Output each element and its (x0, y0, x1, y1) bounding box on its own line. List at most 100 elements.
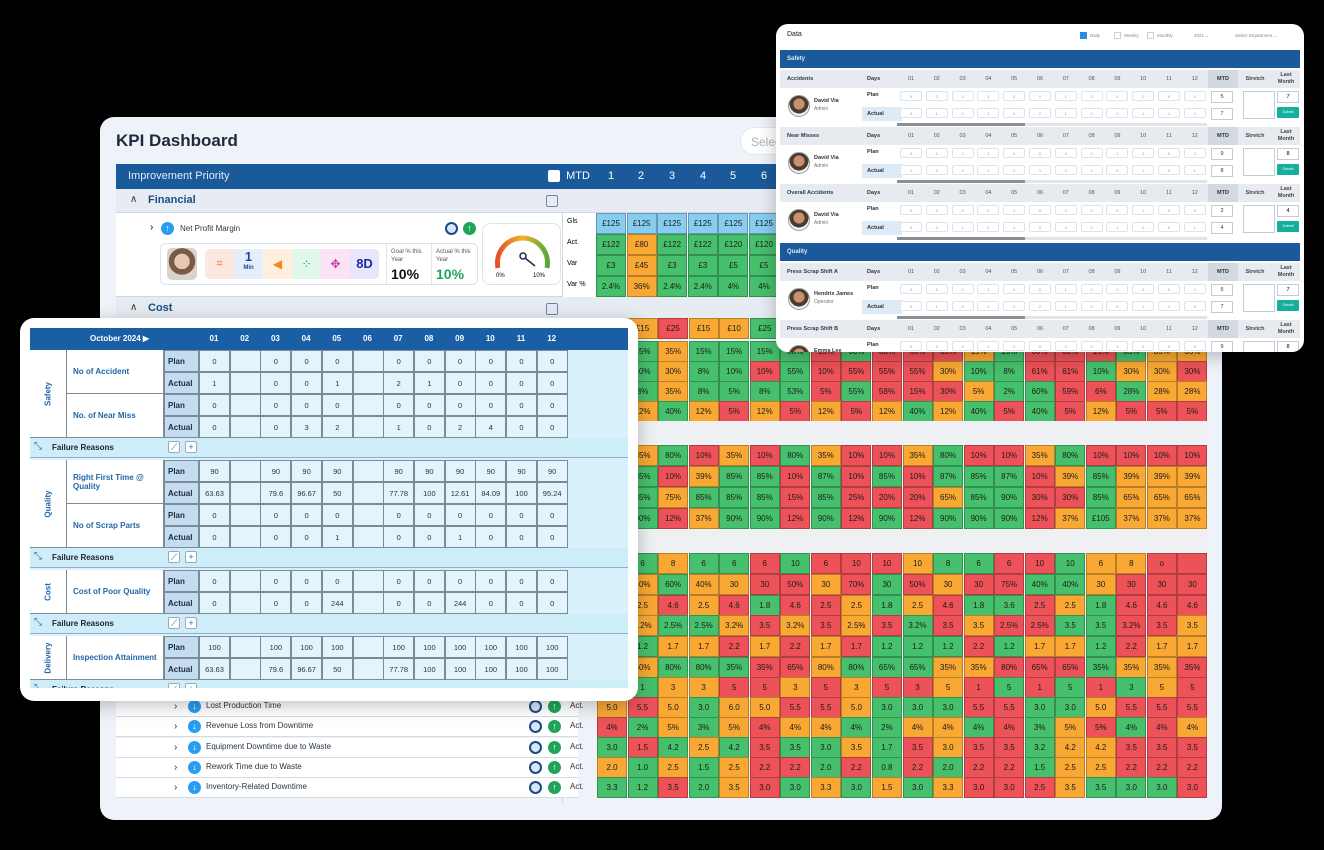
actual-cell[interactable] (229, 416, 261, 438)
actual-cell[interactable]: 244 (321, 592, 353, 614)
chevron-right-icon[interactable]: › (174, 741, 178, 753)
gauge-icon[interactable] (529, 760, 542, 774)
plan-input[interactable]: 0 (900, 148, 922, 158)
actual-cell[interactable]: 4 (475, 416, 507, 438)
expand-icon[interactable] (546, 303, 558, 315)
plan-input[interactable]: 0 (925, 341, 948, 351)
plan-input[interactable]: 0 (1080, 205, 1103, 215)
failure-reasons-row[interactable]: ⤡ Failure Reasons ⟋ + (30, 614, 628, 634)
plan-input[interactable]: 0 (1080, 91, 1103, 101)
plan-input[interactable]: 0 (1158, 205, 1180, 215)
month-label[interactable]: October 2024 ▶ (90, 334, 150, 343)
actual-cell[interactable]: 1 (321, 526, 353, 548)
horizontal-scrollbar[interactable] (897, 180, 1207, 183)
actual-input[interactable]: 1 (977, 165, 1000, 175)
actual-cell[interactable]: 0 (536, 526, 568, 548)
horizontal-scrollbar[interactable] (897, 237, 1207, 240)
plan-cell[interactable] (229, 394, 261, 416)
plan-cell[interactable]: 0 (444, 350, 476, 372)
kpi-row[interactable]: › ↓ Equipment Downtime due to Waste ↑ Act. (116, 737, 584, 758)
actual-cell[interactable]: 12.61 (444, 482, 476, 504)
actual-input[interactable]: 1 (1183, 222, 1206, 232)
mtd-actual-input[interactable]: 8 (1211, 165, 1233, 177)
plan-input[interactable]: 1 (977, 284, 1000, 294)
actual-cell[interactable]: 50 (321, 658, 353, 680)
expand-arrows-icon[interactable]: ⤡ (34, 441, 42, 452)
actual-cell[interactable]: 0 (291, 526, 323, 548)
plan-cell[interactable]: 0 (475, 570, 507, 592)
trend-up-icon[interactable]: ↑ (548, 760, 561, 774)
plan-input[interactable]: 0 (1158, 341, 1180, 351)
plan-input[interactable]: 0 (900, 91, 922, 101)
plan-input[interactable]: 0 (1080, 341, 1103, 351)
plan-cell[interactable] (352, 636, 384, 658)
plan-cell[interactable]: 0 (291, 350, 323, 372)
plan-input[interactable]: 0 (951, 284, 974, 294)
plan-cell[interactable]: 0 (506, 394, 537, 416)
plan-cell[interactable] (352, 350, 384, 372)
plan-cell[interactable]: 0 (413, 570, 445, 592)
mtd-actual-input[interactable]: 4 (1211, 222, 1233, 234)
chevron-right-icon[interactable]: › (174, 701, 178, 712)
actual-cell[interactable]: 1 (321, 372, 353, 394)
plan-input[interactable]: 3 (1183, 148, 1206, 158)
plan-input[interactable]: 0 (900, 205, 922, 215)
plan-cell[interactable]: 0 (260, 504, 292, 526)
plan-cell[interactable]: 0 (413, 350, 445, 372)
actual-cell[interactable]: 0 (506, 372, 537, 394)
actual-input[interactable]: 0 (900, 108, 922, 118)
actual-cell[interactable]: 0 (413, 526, 445, 548)
plan-input[interactable]: 1 (1132, 205, 1155, 215)
actual-cell[interactable] (229, 372, 261, 394)
plan-input[interactable]: 2 (951, 341, 974, 351)
plan-cell[interactable]: 0 (413, 394, 445, 416)
actual-input[interactable]: 1 (900, 165, 922, 175)
expand-arrows-icon[interactable]: ⤡ (34, 617, 42, 628)
plan-cell[interactable]: 0 (444, 504, 476, 526)
actual-input[interactable]: 0 (951, 108, 974, 118)
chevron-right-icon[interactable]: › (150, 222, 154, 233)
plan-input[interactable]: 0 (1003, 284, 1026, 294)
actual-cell[interactable] (352, 658, 384, 680)
plan-cell[interactable]: 100 (383, 636, 415, 658)
plan-cell[interactable]: 0 (536, 504, 568, 526)
department-select[interactable]: Select Department ⌄ (1235, 33, 1278, 38)
plan-input[interactable]: 0 (1003, 91, 1026, 101)
kpi-row[interactable]: › ↓ Inventory-Related Downtime ↑ Act. (116, 778, 584, 799)
actual-cell[interactable]: 100 (536, 658, 568, 680)
plan-cell[interactable]: 0 (199, 504, 230, 526)
actual-cell[interactable]: 244 (444, 592, 476, 614)
plan-input[interactable]: 3 (925, 284, 948, 294)
plan-cell[interactable]: 0 (444, 394, 476, 416)
plan-input[interactable]: 0 (925, 148, 948, 158)
plan-cell[interactable]: 100 (291, 636, 323, 658)
plan-cell[interactable]: 90 (291, 460, 323, 482)
actual-cell[interactable] (352, 482, 384, 504)
expand-arrows-icon[interactable]: ⤡ (34, 551, 42, 562)
plan-cell[interactable]: 0 (321, 350, 353, 372)
plan-input[interactable]: 2 (1132, 341, 1155, 351)
plan-input[interactable]: 0 (1080, 148, 1103, 158)
actual-cell[interactable]: 0 (291, 372, 323, 394)
mtd-plan-input[interactable]: 9 (1211, 148, 1233, 160)
actual-cell[interactable]: 0 (199, 416, 230, 438)
plan-cell[interactable]: 0 (475, 350, 507, 372)
plan-cell[interactable]: 0 (260, 570, 292, 592)
last-month-input[interactable]: 8 (1277, 148, 1299, 160)
actual-cell[interactable] (229, 526, 261, 548)
actual-input[interactable]: 0 (1158, 222, 1180, 232)
plan-cell[interactable] (229, 636, 261, 658)
plan-cell[interactable]: 0 (383, 394, 415, 416)
actual-cell[interactable]: 50 (321, 482, 353, 504)
stretch-textarea[interactable] (1243, 284, 1275, 312)
plan-cell[interactable]: 100 (475, 636, 507, 658)
chart-icon[interactable]: ⟋ (168, 441, 180, 453)
plan-input[interactable]: 1 (977, 91, 1000, 101)
mtd-plan-input[interactable]: 9 (1211, 341, 1233, 352)
actual-cell[interactable]: 63.63 (199, 658, 230, 680)
8d-tool[interactable]: 8D (350, 249, 379, 279)
plan-cell[interactable]: 0 (199, 350, 230, 372)
failure-reasons-row[interactable]: ⤡ Failure Reasons ⟋ + (30, 680, 628, 688)
kpi-row[interactable]: › ↓ Rework Time due to Waste ↑ Act. (116, 757, 584, 778)
process-map-icon[interactable]: ⁘ (292, 249, 321, 279)
